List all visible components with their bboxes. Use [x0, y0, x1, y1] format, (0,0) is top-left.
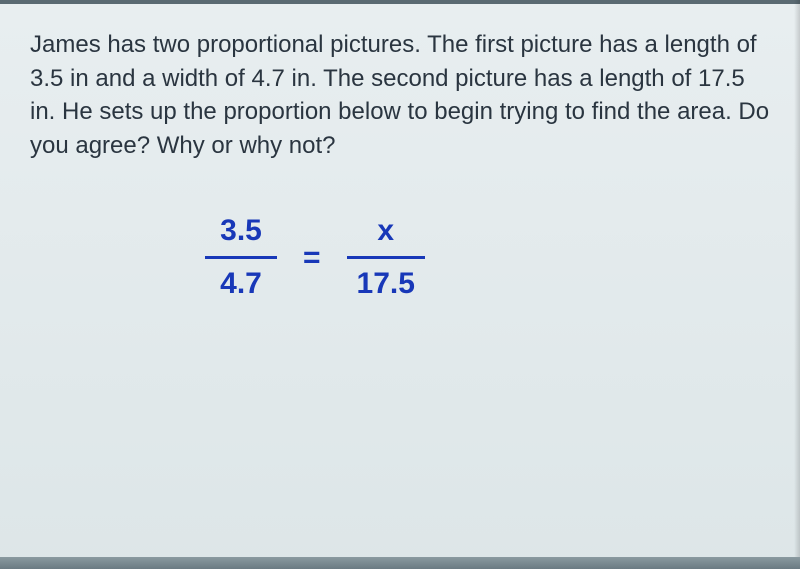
equals-sign: =: [303, 241, 321, 275]
right-fraction: x 17.5: [347, 212, 425, 303]
question-prompt: James has two proportional pictures. The…: [30, 28, 770, 162]
left-denominator: 4.7: [210, 265, 272, 303]
right-border-edge: [794, 0, 800, 569]
top-border-edge: [0, 0, 800, 4]
bottom-border-edge: [0, 557, 800, 569]
left-numerator: 3.5: [210, 212, 272, 250]
right-denominator: 17.5: [347, 265, 425, 303]
right-fraction-bar: [347, 256, 425, 259]
left-fraction-bar: [205, 256, 277, 259]
proportion-equation: 3.5 4.7 = x 17.5: [30, 212, 770, 303]
left-fraction: 3.5 4.7: [205, 212, 277, 303]
right-numerator: x: [367, 212, 404, 250]
